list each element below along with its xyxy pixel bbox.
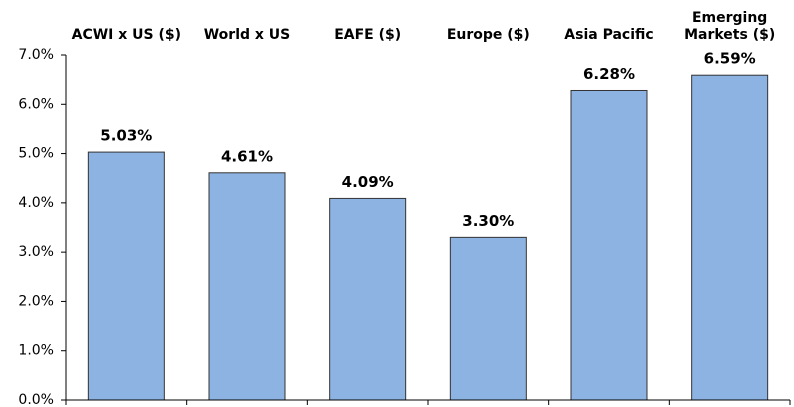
y-tick-label: 1.0% bbox=[18, 343, 54, 359]
bar bbox=[329, 197, 407, 401]
value-label: 4.09% bbox=[342, 173, 394, 191]
value-label: 6.59% bbox=[704, 50, 756, 68]
y-tick-label: 5.0% bbox=[18, 146, 54, 162]
bar bbox=[691, 74, 769, 401]
category-label: World x US bbox=[203, 27, 291, 43]
y-tick-label: 0.0% bbox=[18, 392, 54, 407]
category-label: ACWI x US ($) bbox=[71, 27, 182, 43]
bar bbox=[208, 172, 286, 401]
y-tick-label: 6.0% bbox=[18, 96, 54, 112]
y-tick-label: 3.0% bbox=[18, 244, 54, 260]
category-label: Europe ($) bbox=[446, 27, 530, 43]
bar bbox=[87, 151, 165, 401]
y-tick-label: 4.0% bbox=[18, 195, 54, 211]
value-label: 5.03% bbox=[100, 127, 152, 145]
category-label: EAFE ($) bbox=[334, 27, 402, 43]
bar bbox=[570, 89, 648, 401]
bar bbox=[449, 236, 527, 401]
category-label: Asia Pacific bbox=[564, 27, 654, 43]
value-label: 6.28% bbox=[583, 65, 635, 83]
value-label: 3.30% bbox=[462, 212, 514, 230]
y-tick-label: 2.0% bbox=[18, 293, 54, 309]
y-tick-label: 7.0% bbox=[18, 47, 54, 63]
category-label: Emerging Markets ($) bbox=[684, 10, 776, 43]
value-label: 4.61% bbox=[221, 147, 273, 165]
